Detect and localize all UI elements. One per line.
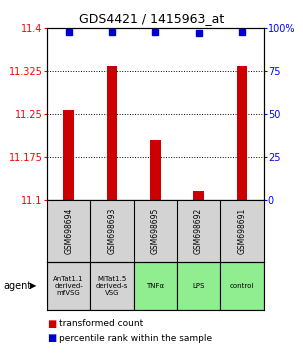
- Text: ■: ■: [47, 333, 56, 343]
- Text: ■: ■: [47, 319, 56, 329]
- Text: GSM698695: GSM698695: [151, 208, 160, 254]
- Bar: [107, 65, 117, 200]
- Text: LPS: LPS: [192, 283, 205, 289]
- Text: GSM698692: GSM698692: [194, 208, 203, 254]
- Bar: [220, 262, 264, 310]
- Text: TNFα: TNFα: [146, 283, 164, 289]
- Text: control: control: [230, 283, 254, 289]
- Bar: [150, 140, 161, 200]
- Text: AnTat1.1
derived-
mfVSG: AnTat1.1 derived- mfVSG: [53, 276, 84, 296]
- Bar: [177, 262, 220, 310]
- Text: agent: agent: [3, 281, 31, 291]
- Bar: [63, 110, 74, 200]
- Text: GDS4421 / 1415963_at: GDS4421 / 1415963_at: [79, 12, 224, 25]
- Bar: [134, 262, 177, 310]
- Text: ▶: ▶: [30, 281, 36, 290]
- Text: GSM698694: GSM698694: [64, 208, 73, 254]
- Text: MiTat1.5
derived-s
VSG: MiTat1.5 derived-s VSG: [96, 276, 128, 296]
- Text: transformed count: transformed count: [59, 319, 143, 329]
- Text: percentile rank within the sample: percentile rank within the sample: [59, 333, 212, 343]
- Bar: [47, 262, 90, 310]
- Bar: [193, 192, 204, 200]
- Text: GSM698693: GSM698693: [108, 208, 116, 254]
- Bar: [90, 262, 134, 310]
- Text: GSM698691: GSM698691: [238, 208, 246, 254]
- Bar: [237, 65, 247, 200]
